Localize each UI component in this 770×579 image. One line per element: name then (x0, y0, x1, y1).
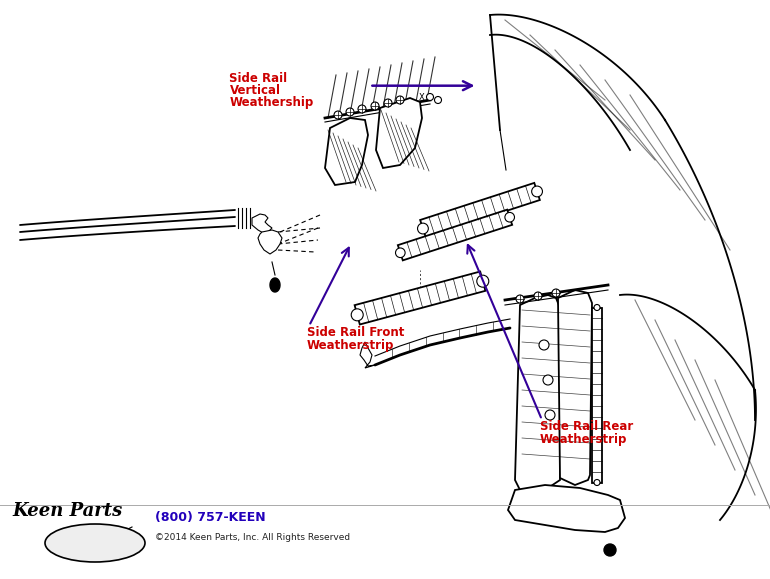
Polygon shape (592, 307, 602, 482)
Polygon shape (398, 210, 512, 261)
Ellipse shape (45, 524, 145, 562)
Polygon shape (258, 230, 282, 254)
Text: Keen Parts: Keen Parts (12, 502, 122, 520)
Circle shape (516, 295, 524, 303)
Circle shape (545, 410, 555, 420)
Circle shape (396, 248, 405, 258)
Circle shape (604, 544, 616, 556)
Circle shape (543, 375, 553, 385)
Polygon shape (252, 214, 272, 234)
Text: Side Rail Rear: Side Rail Rear (540, 420, 633, 433)
Polygon shape (515, 295, 560, 492)
Circle shape (371, 102, 379, 110)
Circle shape (531, 186, 542, 197)
Text: Side Rail Front: Side Rail Front (307, 326, 404, 339)
Circle shape (594, 305, 600, 310)
Polygon shape (508, 485, 625, 532)
Text: Weatherstrip: Weatherstrip (540, 433, 628, 446)
Circle shape (505, 212, 514, 222)
Polygon shape (355, 272, 485, 324)
Circle shape (477, 275, 489, 287)
Text: ©2014 Keen Parts, Inc. All Rights Reserved: ©2014 Keen Parts, Inc. All Rights Reserv… (155, 533, 350, 542)
Polygon shape (270, 278, 280, 292)
Text: Weatherstrip: Weatherstrip (307, 339, 394, 352)
Circle shape (384, 99, 392, 107)
Circle shape (534, 292, 542, 300)
Text: Weathership: Weathership (229, 96, 313, 109)
Circle shape (334, 111, 342, 119)
Circle shape (358, 105, 366, 113)
Text: (800) 757-KEEN: (800) 757-KEEN (155, 511, 266, 524)
Polygon shape (420, 183, 540, 237)
Text: X: X (419, 93, 425, 101)
Circle shape (427, 93, 434, 101)
Text: Side Rail: Side Rail (229, 72, 287, 85)
Circle shape (539, 340, 549, 350)
Circle shape (396, 96, 404, 104)
Circle shape (552, 289, 560, 297)
Circle shape (434, 97, 441, 104)
Circle shape (417, 223, 428, 234)
Polygon shape (376, 98, 422, 168)
Circle shape (594, 479, 600, 486)
Circle shape (351, 309, 363, 321)
Polygon shape (360, 342, 375, 368)
Text: Vertical: Vertical (229, 84, 280, 97)
Circle shape (346, 108, 354, 116)
Polygon shape (325, 118, 368, 185)
Polygon shape (558, 290, 592, 485)
